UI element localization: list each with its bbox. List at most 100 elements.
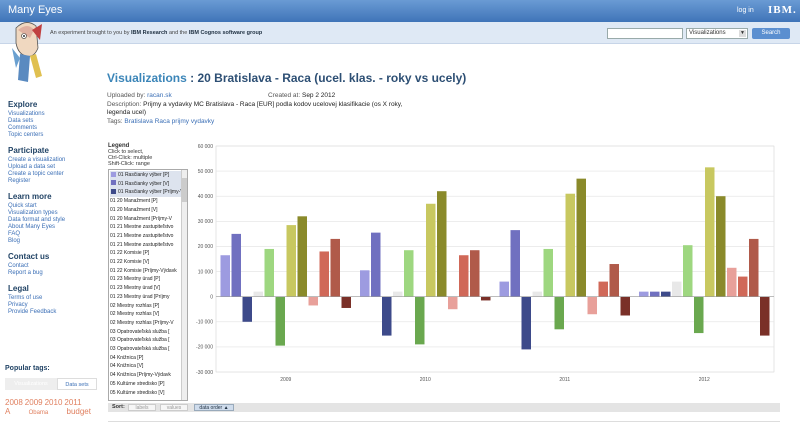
bar[interactable]	[481, 296, 491, 301]
sidebar-link[interactable]: Create a visualization	[8, 157, 66, 163]
legend-item[interactable]: 04 Knižnica [V]	[110, 362, 182, 371]
legend-item[interactable]: 01 23 Miestny úrad [V]	[110, 284, 182, 293]
sidebar-link[interactable]: FAQ	[8, 231, 21, 237]
bar[interactable]	[360, 270, 370, 297]
tags-link[interactable]: Bratislava Raca prijmy vydavky	[124, 118, 215, 125]
legend-item[interactable]: 01 23 Miestny úrad [Príjmy	[110, 293, 182, 302]
bar[interactable]	[220, 255, 231, 297]
legend-item[interactable]: 01 22 Komisie [V]	[110, 258, 182, 267]
legend-item[interactable]: 02 Miestny rozhlas [P]	[110, 302, 182, 311]
legend-item[interactable]: 01 22 Komisie [P]	[110, 249, 182, 258]
bar[interactable]	[532, 291, 543, 297]
sidebar-link[interactable]: Contact	[8, 263, 29, 269]
bar[interactable]	[448, 296, 458, 310]
bar[interactable]	[253, 291, 264, 297]
tag-link[interactable]: 2009	[24, 398, 43, 407]
bar[interactable]	[330, 238, 341, 297]
tag-link[interactable]: Obama	[28, 410, 49, 416]
tag-link[interactable]: A	[5, 407, 11, 416]
legend-item[interactable]: 01 21 Miestne zastupiteľstvo	[110, 232, 182, 241]
bar[interactable]	[426, 203, 436, 297]
sidebar-link[interactable]: Privacy	[8, 302, 28, 308]
legend-item[interactable]: 05 Kultúrne stredisko [V]	[110, 389, 182, 398]
sidebar-link[interactable]: Visualizations	[8, 111, 45, 117]
bar-chart[interactable]: -30 000 -20 000 -10 000 0 10 000 20 000 30 000…	[188, 140, 778, 402]
bar[interactable]	[308, 296, 319, 306]
bar[interactable]	[705, 167, 715, 297]
bar[interactable]	[565, 193, 576, 297]
tag-link[interactable]: 2011	[64, 398, 82, 407]
legend-item[interactable]: 03 Opatrovateľská služba [	[110, 336, 182, 345]
bar[interactable]	[470, 250, 480, 297]
legend-item[interactable]: 01 20 Manažment [V]	[110, 206, 182, 215]
legend-list[interactable]: 01 Rasčianky výber [P] 01 Rasčianky výber…	[108, 169, 188, 401]
sidebar-link[interactable]: Topic centers	[8, 132, 44, 138]
bar[interactable]	[639, 291, 649, 297]
bar[interactable]	[319, 251, 330, 297]
bar[interactable]	[727, 267, 737, 297]
legend-item[interactable]: 04 Knižnica [Príjmy-Výdavk	[110, 371, 182, 380]
sidebar-link[interactable]: Upload a data set	[8, 164, 56, 170]
sidebar-link[interactable]: Provide Feedback	[8, 309, 57, 315]
tag-link[interactable]: budget	[66, 407, 91, 416]
tab-visualizations[interactable]: Visualizations	[5, 378, 57, 390]
uploader-link[interactable]: racan.sk	[147, 92, 172, 99]
sidebar-link[interactable]: Data format and style	[8, 217, 66, 223]
bar[interactable]	[587, 296, 598, 315]
legend-item[interactable]: 01 20 Manažment [P]	[110, 197, 182, 206]
bar[interactable]	[749, 238, 759, 297]
tab-data-sets[interactable]: Data sets	[57, 378, 97, 390]
many-eyes-logo-icon[interactable]	[6, 18, 48, 88]
bar[interactable]	[499, 281, 510, 297]
sidebar-link[interactable]: Blog	[8, 238, 21, 244]
bar[interactable]	[661, 291, 671, 297]
legend-item[interactable]: 01 Rasčianky výber [P]	[110, 171, 182, 180]
tag-link[interactable]: 2010	[44, 398, 63, 407]
bar[interactable]	[738, 276, 748, 297]
sort-data-order-button[interactable]: data order ▲	[194, 404, 234, 411]
bar[interactable]	[382, 296, 392, 336]
legend-item[interactable]: 02 Miestny rozhlas [V]	[110, 310, 182, 319]
login-link[interactable]: log in	[737, 7, 754, 14]
bar[interactable]	[609, 264, 620, 297]
bar[interactable]	[264, 248, 275, 297]
bar[interactable]	[404, 250, 414, 297]
bar[interactable]	[242, 296, 253, 322]
sidebar-link[interactable]: Report a bug	[8, 270, 43, 276]
legend-item[interactable]: 04 Knižnica [P]	[110, 354, 182, 363]
bar[interactable]	[459, 255, 469, 297]
bar[interactable]	[554, 296, 565, 330]
title-visualizations-link[interactable]: Visualizations	[107, 71, 187, 85]
sidebar-link[interactable]: Data sets	[8, 118, 34, 124]
tag-link[interactable]: 2008	[5, 398, 23, 407]
sidebar-link[interactable]: Comments	[8, 125, 38, 131]
brand-name[interactable]: Many Eyes	[8, 4, 63, 16]
bar[interactable]	[371, 232, 381, 297]
legend-item[interactable]: 01 21 Miestne zastupiteľstvo	[110, 241, 182, 250]
bar[interactable]	[760, 296, 770, 336]
sort-labels-button[interactable]: labels	[128, 404, 156, 411]
scroll-thumb[interactable]	[182, 178, 187, 202]
bar[interactable]	[393, 291, 403, 297]
sidebar-link[interactable]: About Many Eyes	[8, 224, 56, 230]
bar[interactable]	[716, 196, 726, 297]
search-button[interactable]: Search	[752, 28, 790, 39]
bar[interactable]	[672, 281, 682, 297]
search-type-select[interactable]: Visualizations ▼	[686, 28, 748, 39]
bar[interactable]	[650, 291, 660, 297]
bar[interactable]	[341, 296, 352, 308]
bar[interactable]	[510, 230, 521, 297]
sidebar-link[interactable]: Register	[8, 178, 31, 184]
bar[interactable]	[683, 245, 693, 297]
legend-item[interactable]: 01 Rasčianky výber [V]	[110, 179, 182, 189]
bar[interactable]	[286, 225, 297, 297]
sidebar-link[interactable]: Terms of use	[8, 295, 43, 301]
legend-item[interactable]: 01 23 Miestny úrad [P]	[110, 275, 182, 284]
legend-item[interactable]: 03 Opatrovateľská služba [	[110, 345, 182, 354]
legend-item[interactable]: 01 22 Komisie [Príjmy-Výdavk	[110, 267, 182, 276]
legend-item[interactable]: 01 20 Manažment [Príjmy-V	[110, 215, 182, 224]
bar[interactable]	[297, 216, 308, 297]
bar[interactable]	[231, 233, 242, 297]
bar[interactable]	[415, 296, 425, 345]
sort-values-button[interactable]: values	[160, 404, 188, 411]
